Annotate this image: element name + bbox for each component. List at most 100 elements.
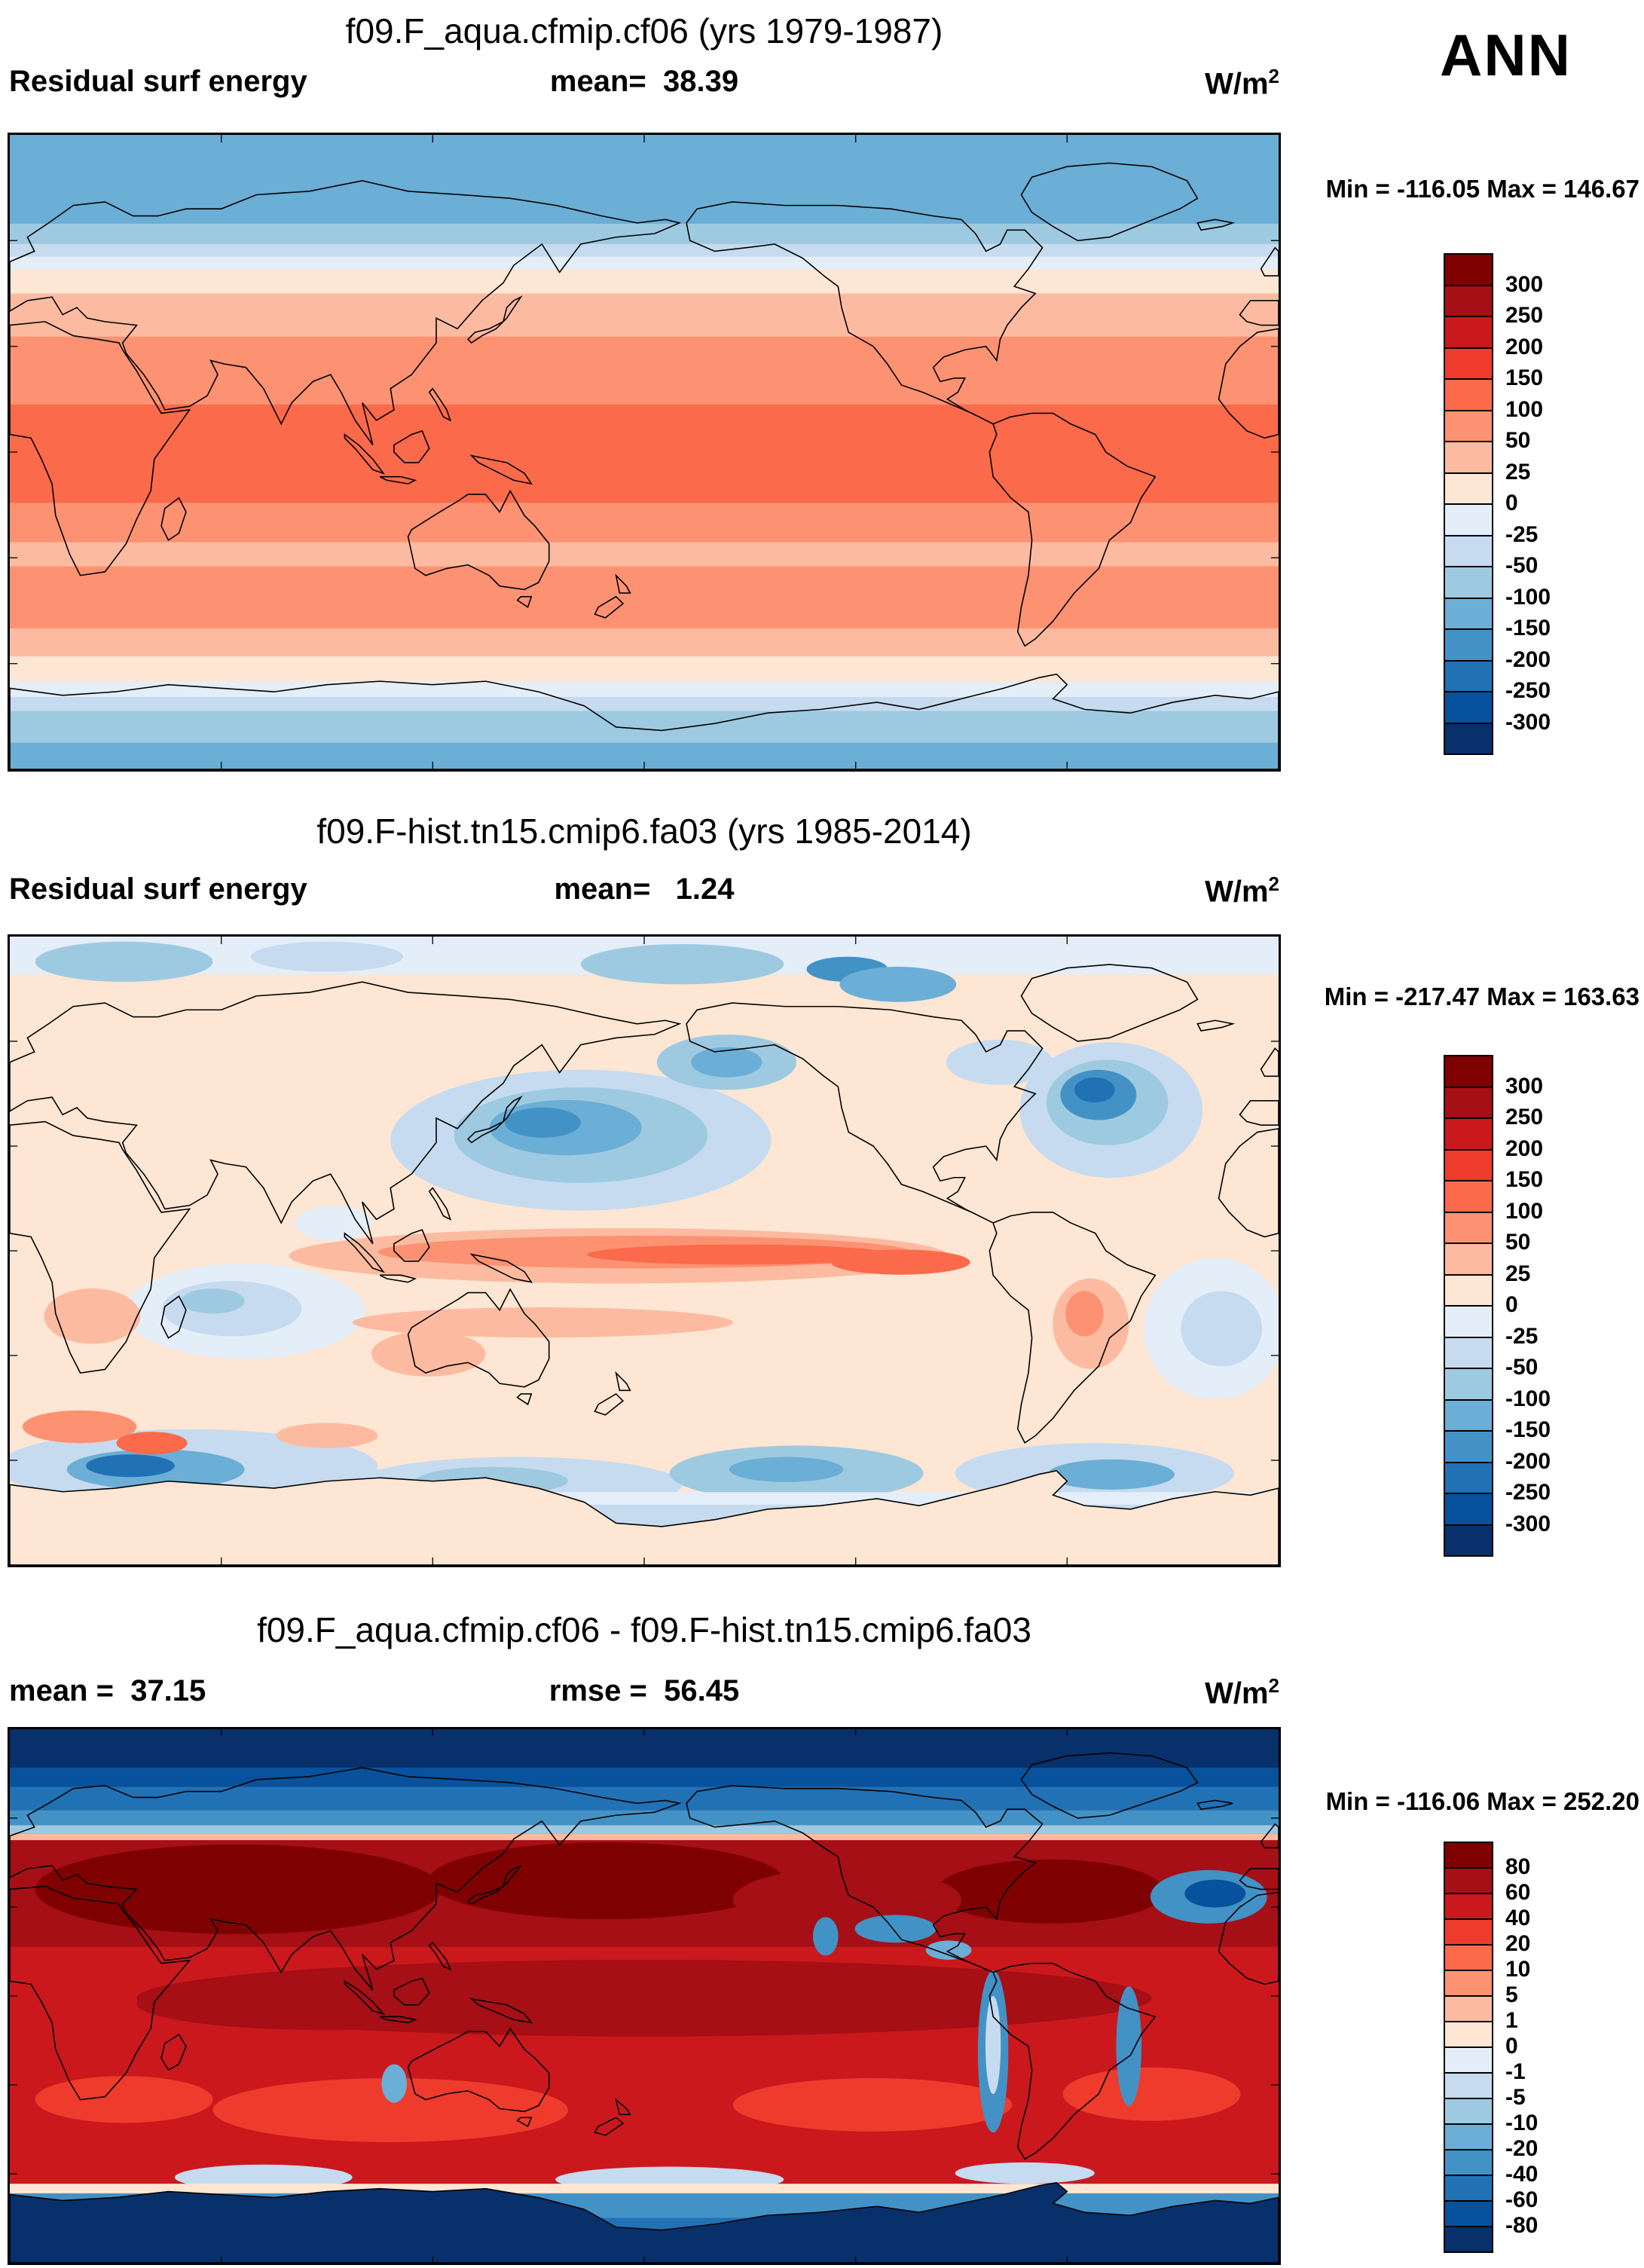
world-map-svg-3: [10, 1729, 1279, 2263]
colorbar-cell: [1444, 2021, 1493, 2048]
world-map-2: [8, 934, 1281, 1567]
colorbar-tick-label: -1: [1505, 2059, 1526, 2084]
colorbar-cell: [1444, 2072, 1493, 2099]
colorbar-tick-label: -150: [1505, 616, 1551, 640]
units-label: W/m2: [1205, 873, 1279, 909]
colorbar-tick-label: 150: [1505, 1167, 1544, 1192]
colorbar-tick-label: -300: [1505, 1511, 1551, 1536]
stats-row: Residual surf energy mean= 38.39 W/m2: [8, 65, 1281, 109]
colorbar-cell: [1444, 2226, 1493, 2253]
colorbar-tick-label: 80: [1505, 1854, 1531, 1879]
variable-label: Residual surf energy: [9, 873, 307, 906]
colorbar-cell: [1444, 347, 1493, 380]
colorbar-tick-label: 100: [1505, 1198, 1544, 1224]
colorbar-cell: [1444, 503, 1493, 536]
colorbar-tick-label: 20: [1505, 1931, 1531, 1956]
colorbar-tick-label: 40: [1505, 1906, 1531, 1930]
colorbar-cell: [1444, 1243, 1493, 1276]
colorbar-tick-label: -25: [1505, 521, 1539, 547]
minmax-label: Min = -116.05 Max = 146.67: [1325, 175, 1639, 203]
season-label: ANN: [1440, 22, 1572, 88]
colorbar-cell: [1444, 316, 1493, 349]
colorbar-cell: [1444, 1305, 1493, 1338]
colorbar-tick-label: -250: [1505, 678, 1551, 703]
colorbar-cell: [1444, 1918, 1493, 1946]
colorbar-tick-label: 200: [1505, 1136, 1544, 1161]
colorbar-tick-label: 50: [1505, 428, 1531, 453]
colorbar-cell: [1444, 1398, 1493, 1432]
colorbar-tick-label: -40: [1505, 2162, 1539, 2187]
colorbar-cell: [1444, 1273, 1493, 1307]
world-map-3: [8, 1727, 1281, 2265]
colorbar-cell: [1444, 472, 1493, 505]
colorbar-tick-label: 250: [1505, 1105, 1544, 1129]
colorbar-tick-label: -20: [1505, 2136, 1539, 2161]
colorbar-tick-label: 25: [1505, 459, 1531, 484]
world-map-svg-1: [10, 135, 1279, 769]
colorbar-cell: [1444, 628, 1493, 662]
colorbar-tick-label: -100: [1505, 1386, 1551, 1411]
colorbar-cell: [1444, 441, 1493, 474]
units-label: W/m2: [1205, 65, 1279, 101]
colorbar-tick-label: -5: [1505, 2085, 1526, 2110]
colorbar-tick-label: 300: [1505, 271, 1544, 297]
colorbar-tick-label: -25: [1505, 1323, 1539, 1349]
colorbar-tick-label: -60: [1505, 2187, 1539, 2212]
colorbar-tick-label: 0: [1505, 1292, 1518, 1317]
panel-case1: f09.F_aqua.cfmip.cf06 (yrs 1979-1987) Re…: [0, 0, 1644, 797]
colorbar-tick-label: -50: [1505, 1355, 1539, 1380]
units-exponent: 2: [1268, 65, 1279, 87]
colorbar-cell: [1444, 1461, 1493, 1494]
colorbar-tick-label: -80: [1505, 2213, 1539, 2238]
colorbar-tick-label: 300: [1505, 1073, 1544, 1099]
colorbar-tick-label: 1: [1505, 2008, 1518, 2033]
mean-label: mean= 38.39: [549, 65, 739, 98]
panel-title: f09.F-hist.tn15.cmip6.fa03 (yrs 1985-201…: [316, 812, 972, 851]
colorbar-tick-label: 10: [1505, 1957, 1531, 1982]
world-map-svg-2: [10, 937, 1279, 1565]
colorbar-cell: [1444, 534, 1493, 567]
colorbar-cell: [1444, 597, 1493, 630]
colorbar-tick-label: 200: [1505, 334, 1544, 359]
colorbar-cell: [1444, 2098, 1493, 2125]
units-exponent: 2: [1268, 873, 1279, 895]
colorbar-tick-label: 60: [1505, 1880, 1531, 1905]
mean-label: mean = 37.15: [9, 1674, 206, 1707]
colorbar-cell: [1444, 2123, 1493, 2150]
colorbar-2: 300 250 200 150 100 50 25 0 -25 -50 -100 -150 -200 -2…: [1444, 1055, 1551, 1558]
colorbar-tick-label: -100: [1505, 584, 1551, 610]
stats-row: Residual surf energy mean= 1.24 W/m2: [8, 873, 1281, 916]
colorbar-tick-label: 0: [1505, 2034, 1518, 2059]
colorbar-cell: [1444, 1117, 1493, 1151]
colorbar-tick-label: -50: [1505, 553, 1539, 578]
colorbar-tick-label: 5: [1505, 1982, 1518, 2007]
colorbar-cell: [1444, 1524, 1493, 1557]
colorbar-cell: [1444, 2175, 1493, 2202]
colorbar-cell: [1444, 722, 1493, 755]
colorbar-tick-label: -10: [1505, 2111, 1539, 2135]
colorbar-tick-label: 100: [1505, 396, 1544, 422]
mean-label: mean= 1.24: [554, 873, 735, 906]
colorbar-1: 300 250 200 150 100 50 25 0 -25 -50 -100 -150 -200 -2…: [1444, 253, 1551, 757]
colorbar-tick-label: 250: [1505, 303, 1544, 328]
variable-label: Residual surf energy: [9, 65, 307, 98]
colorbar-3: 80 60 40 20 10 5 1 0 -1 -5 -10 -20 -40 -60 -80: [1444, 1842, 1538, 2254]
colorbar-tick-label: -200: [1505, 1448, 1551, 1474]
colorbar-cell: [1444, 1893, 1493, 1920]
colorbar-cell: [1444, 1148, 1493, 1181]
colorbar-tick-label: 150: [1505, 365, 1544, 390]
colorbar-cell: [1444, 1970, 1493, 1997]
panel-case2: f09.F-hist.tn15.cmip6.fa03 (yrs 1985-201…: [0, 797, 1644, 1597]
colorbar-cell: [1444, 378, 1493, 411]
colorbar-cell: [1444, 1493, 1493, 1526]
colorbar-cell: [1444, 1211, 1493, 1244]
rmse-label: rmse = 56.45: [549, 1674, 740, 1707]
colorbar-tick-label: -150: [1505, 1417, 1551, 1442]
units-label: W/m2: [1205, 1674, 1279, 1710]
colorbar-cell: [1444, 1430, 1493, 1463]
colorbar-cell: [1444, 1336, 1493, 1369]
colorbar-cell: [1444, 2149, 1493, 2176]
colorbar-tick-label: 25: [1505, 1261, 1531, 1286]
world-map-1: [8, 133, 1281, 772]
